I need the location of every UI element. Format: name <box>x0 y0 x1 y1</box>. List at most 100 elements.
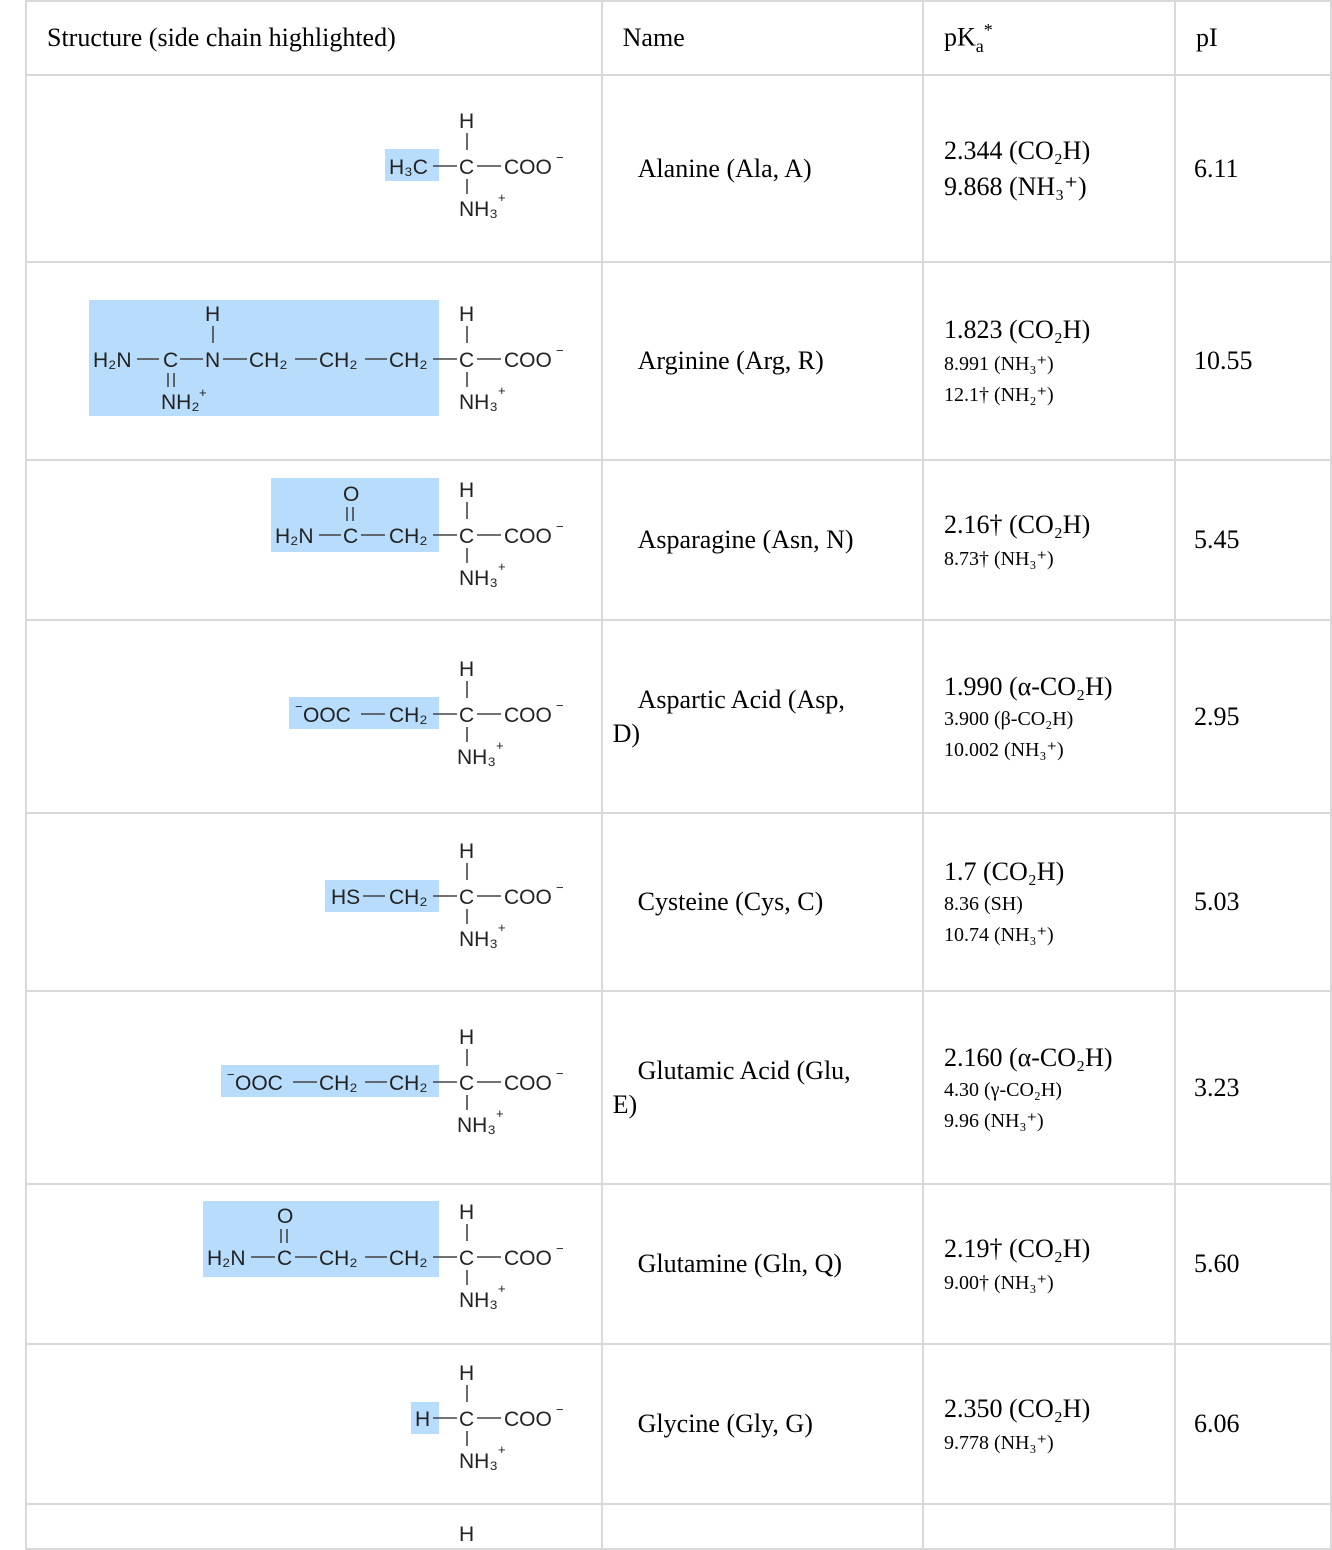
svg-text:COO: COO <box>504 886 552 909</box>
svg-text:+: + <box>498 383 506 398</box>
svg-text:H: H <box>459 110 474 133</box>
svg-text:CH₂: CH₂ <box>319 1072 357 1095</box>
svg-text:−: − <box>556 1241 564 1256</box>
svg-text:C: C <box>459 156 474 179</box>
svg-text:N: N <box>205 349 220 372</box>
pi-cell: 6.11 <box>1173 74 1332 263</box>
svg-text:H: H <box>459 840 474 863</box>
name-cell: Arginine (Arg, R) <box>600 261 924 461</box>
svg-text:NH₃: NH₃ <box>459 928 498 951</box>
header-pi: pI <box>1173 0 1332 76</box>
pka-cell: 2.344 (CO₂H) 9.868 (NH₃⁺) <box>921 74 1176 263</box>
svg-text:COO: COO <box>504 349 552 372</box>
svg-text:NH₃: NH₃ <box>459 391 498 414</box>
structure-cell: O H₂N C CH₂ CH₂ H C COO − NH₃ + <box>25 1183 603 1345</box>
svg-text:+: + <box>496 1106 504 1121</box>
svg-text:−: − <box>295 699 303 714</box>
pi-cell: 5.03 <box>1173 812 1332 992</box>
name-cell: Glutamic Acid (Glu, E) <box>600 990 924 1185</box>
svg-text:H₂N: H₂N <box>93 349 131 372</box>
structure-cell: − OOC CH₂ H C COO − NH₃ + <box>25 619 603 814</box>
glutamic-acid-structure: − OOC CH₂ CH₂ H C COO − NH₃ + <box>221 1026 564 1137</box>
svg-text:COO: COO <box>504 704 552 727</box>
structure-cell: H <box>25 1503 603 1550</box>
svg-text:C: C <box>277 1247 292 1270</box>
pi-cell: 5.60 <box>1173 1183 1332 1345</box>
svg-text:−: − <box>556 519 564 534</box>
pka-cell: 2.16† (CO₂H) 8.73† (NH₃⁺) <box>921 459 1176 621</box>
name-cell <box>600 1503 924 1550</box>
svg-text:H₂N: H₂N <box>275 525 313 548</box>
pi-cell <box>1173 1503 1332 1550</box>
svg-text:C: C <box>163 349 178 372</box>
svg-text:CH₂: CH₂ <box>389 349 427 372</box>
pka-cell: 1.823 (CO₂H) 8.991 (NH₃⁺) 12.1† (NH₂⁺) <box>921 261 1176 461</box>
svg-text:H: H <box>205 303 220 326</box>
svg-text:CH₂: CH₂ <box>389 886 427 909</box>
pi-cell: 6.06 <box>1173 1343 1332 1505</box>
svg-text:O: O <box>343 483 359 506</box>
svg-text:−: − <box>556 880 564 895</box>
svg-text:C: C <box>459 704 474 727</box>
svg-text:OOC: OOC <box>235 1072 283 1095</box>
amino-acid-table: Structure (side chain highlighted) Name … <box>25 0 1332 1550</box>
svg-text:COO: COO <box>504 1072 552 1095</box>
svg-text:NH₃: NH₃ <box>457 1114 496 1137</box>
pi-cell: 10.55 <box>1173 261 1332 461</box>
svg-text:−: − <box>227 1067 235 1082</box>
svg-text:H₂N: H₂N <box>207 1247 245 1270</box>
pka-cell: 1.7 (CO₂H) 8.36 (SH) 10.74 (NH₃⁺) <box>921 812 1176 992</box>
table-row: HS CH₂ H C COO − NH₃ + Cysteine (Cys, C)… <box>25 812 1332 992</box>
svg-text:C: C <box>459 349 474 372</box>
svg-text:H: H <box>459 1362 474 1385</box>
glycine-structure: H H C COO − NH₃ + <box>411 1362 564 1473</box>
svg-text:+: + <box>498 1281 506 1296</box>
pka-cell: 2.160 (α-CO₂H) 4.30 (γ-CO₂H) 9.96 (NH₃⁺) <box>921 990 1176 1185</box>
table-row: H H₂N C NH₂ + N CH₂ CH₂ CH₂ H <box>25 261 1332 461</box>
svg-text:CH₂: CH₂ <box>319 1247 357 1270</box>
svg-text:C: C <box>459 525 474 548</box>
pi-cell: 2.95 <box>1173 619 1332 814</box>
svg-text:NH₃: NH₃ <box>459 567 498 590</box>
alanine-structure: H C COO − NH₃ + H₃C <box>385 110 564 221</box>
svg-text:−: − <box>556 343 564 358</box>
svg-text:COO: COO <box>504 1408 552 1431</box>
pka-cell: 1.990 (α-CO₂H) 3.900 (β-CO₂H) 10.002 (NH… <box>921 619 1176 814</box>
svg-text:CH₂: CH₂ <box>249 349 287 372</box>
cysteine-structure: HS CH₂ H C COO − NH₃ + <box>325 840 564 951</box>
svg-text:+: + <box>199 385 207 400</box>
name-cell: Alanine (Ala, A) <box>600 74 924 263</box>
svg-text:−: − <box>556 1066 564 1081</box>
svg-text:H₃C: H₃C <box>389 156 428 179</box>
svg-text:CH₂: CH₂ <box>389 525 427 548</box>
svg-text:CH₂: CH₂ <box>389 1247 427 1270</box>
svg-text:+: + <box>498 920 506 935</box>
svg-text:H: H <box>459 1201 474 1224</box>
table-row: H C COO − NH₃ + H₃C Alanine (Ala, A) 2.3… <box>25 74 1332 263</box>
svg-text:+: + <box>496 738 504 753</box>
svg-text:NH₃: NH₃ <box>459 198 498 221</box>
table-row: − OOC CH₂ H C COO − NH₃ + Aspartic Acid … <box>25 619 1332 814</box>
svg-text:CH₂: CH₂ <box>319 349 357 372</box>
structure-cell: O H₂N C CH₂ H C COO − NH₃ + <box>25 459 603 621</box>
pi-cell: 3.23 <box>1173 990 1332 1185</box>
structure-cell: H H C COO − NH₃ + <box>25 1343 603 1505</box>
pka-cell <box>921 1503 1176 1550</box>
name-cell: Aspartic Acid (Asp, D) <box>600 619 924 814</box>
structure-cell: HS CH₂ H C COO − NH₃ + <box>25 812 603 992</box>
table-row: − OOC CH₂ CH₂ H C COO − NH₃ + Glutamic A… <box>25 990 1332 1185</box>
structure-cell: H C COO − NH₃ + H₃C <box>25 74 603 263</box>
svg-text:H: H <box>459 1523 474 1543</box>
name-cell: Glutamine (Gln, Q) <box>600 1183 924 1345</box>
svg-text:+: + <box>498 559 506 574</box>
svg-text:C: C <box>459 886 474 909</box>
svg-text:COO: COO <box>504 156 552 179</box>
svg-text:NH₃: NH₃ <box>459 1450 498 1473</box>
svg-text:−: − <box>556 1402 564 1417</box>
svg-text:H: H <box>459 1026 474 1049</box>
header-row: Structure (side chain highlighted) Name … <box>25 0 1332 76</box>
svg-text:NH₂: NH₂ <box>161 391 199 414</box>
svg-text:HS: HS <box>331 886 360 909</box>
svg-text:C: C <box>459 1072 474 1095</box>
partial-structure: H <box>459 1523 474 1546</box>
